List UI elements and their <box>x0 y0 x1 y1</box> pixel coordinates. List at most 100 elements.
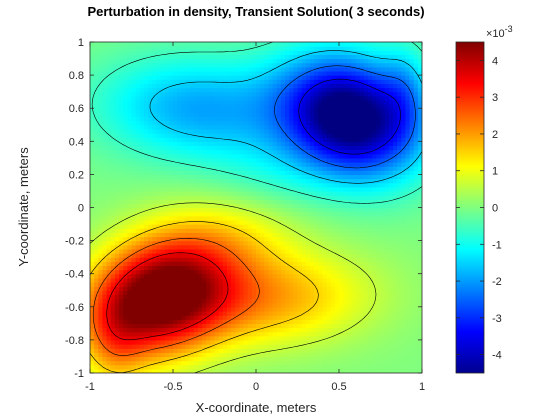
field-cell <box>351 153 357 159</box>
field-cell <box>110 364 116 370</box>
field-cell <box>276 339 282 345</box>
field-cell <box>272 174 278 180</box>
field-cell <box>202 236 207 242</box>
field-cell <box>343 265 348 271</box>
field-cell <box>214 265 220 271</box>
field-cell <box>347 257 353 262</box>
field-cell <box>285 261 290 267</box>
field-cell <box>256 195 261 200</box>
field-cell <box>139 281 145 287</box>
field-cell <box>293 331 299 337</box>
field-cell <box>401 186 406 192</box>
field-cell <box>355 149 361 155</box>
field-cell <box>148 211 153 217</box>
field-cell <box>243 265 249 271</box>
field-cell <box>256 348 261 353</box>
field-cell <box>210 128 216 134</box>
field-cell <box>314 310 319 316</box>
field-cell <box>405 157 411 163</box>
field-cell <box>343 352 348 358</box>
field-cell <box>197 364 203 370</box>
field-cell <box>222 128 228 134</box>
field-cell <box>98 261 104 267</box>
field-cell <box>289 145 294 151</box>
field-cell <box>197 199 203 204</box>
field-cell <box>264 153 270 159</box>
field-cell <box>152 306 157 312</box>
field-cell <box>143 364 149 370</box>
field-cell <box>355 306 361 312</box>
field-cell <box>222 236 228 242</box>
field-cell <box>413 261 419 267</box>
field-cell <box>297 265 303 271</box>
field-cell <box>376 120 382 126</box>
field-cell <box>301 215 307 221</box>
field-cell <box>384 352 390 358</box>
field-cell <box>417 178 422 184</box>
field-cell <box>143 294 149 300</box>
field-cell <box>231 137 236 142</box>
field-cell <box>239 273 245 279</box>
field-cell <box>384 302 390 308</box>
field-cell <box>210 174 216 180</box>
field-cell <box>417 348 422 353</box>
field-cell <box>106 199 112 204</box>
field-cell <box>401 178 406 184</box>
field-cell <box>359 302 365 308</box>
field-cell <box>152 244 157 250</box>
field-cell <box>98 219 104 225</box>
field-cell <box>173 257 178 262</box>
field-cell <box>202 261 207 267</box>
field-cell <box>405 348 411 353</box>
field-cell <box>218 228 224 233</box>
field-cell <box>289 211 294 217</box>
field-cell <box>417 310 422 316</box>
field-cell <box>222 215 228 221</box>
field-cell <box>226 157 232 163</box>
field-cell <box>309 149 315 155</box>
field-cell <box>131 137 137 142</box>
field-cell <box>376 190 382 196</box>
field-cell <box>334 306 340 312</box>
field-cell <box>260 224 265 229</box>
field-cell <box>243 253 249 258</box>
field-cell <box>119 149 124 155</box>
field-cell <box>189 306 195 312</box>
field-cell <box>98 257 104 262</box>
field-cell <box>272 211 278 217</box>
field-cell <box>363 236 369 242</box>
field-cell <box>148 277 153 283</box>
field-cell <box>98 352 104 358</box>
field-cell <box>235 120 240 126</box>
field-cell <box>330 128 336 134</box>
field-cell <box>102 178 108 184</box>
field-cell <box>343 149 348 155</box>
field-cell <box>94 364 99 370</box>
field-cell <box>131 190 137 196</box>
field-cell <box>247 290 253 295</box>
field-cell <box>339 174 344 180</box>
field-cell <box>135 356 141 362</box>
field-cell <box>235 228 240 233</box>
field-cell <box>189 319 195 324</box>
field-cell <box>156 265 162 271</box>
field-cell <box>168 224 174 229</box>
field-cell <box>239 116 245 122</box>
field-cell <box>380 348 386 353</box>
field-cell <box>106 149 112 155</box>
field-cell <box>401 269 406 275</box>
field-cell <box>247 364 253 370</box>
field-cell <box>160 207 166 213</box>
field-cell <box>185 153 191 159</box>
field-cell <box>222 240 228 246</box>
field-cell <box>206 327 211 333</box>
field-cell <box>193 190 199 196</box>
field-cell <box>401 207 406 213</box>
field-cell <box>347 319 353 324</box>
field-cell <box>189 170 195 175</box>
field-cell <box>119 323 124 329</box>
field-cell <box>334 195 340 200</box>
field-cell <box>177 137 182 142</box>
field-cell <box>127 174 133 180</box>
field-cell <box>231 215 236 221</box>
